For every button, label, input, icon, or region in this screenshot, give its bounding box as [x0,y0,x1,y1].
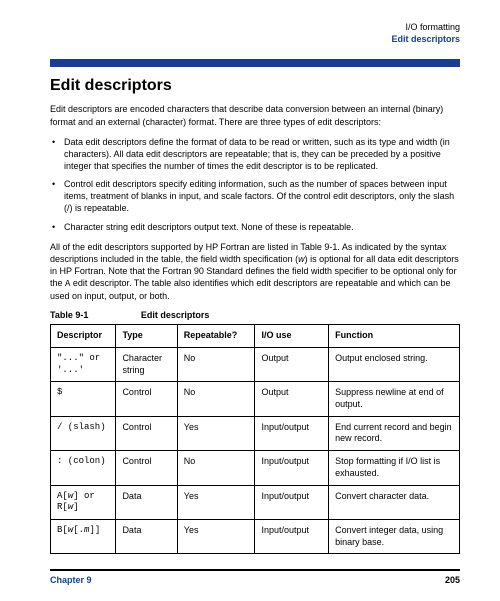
table-intro-paragraph: All of the edit descriptors supported by… [50,241,460,303]
cell-repeatable: Yes [177,485,255,519]
cell-repeatable: No [177,382,255,416]
cell-io: Output [255,382,329,416]
col-repeatable: Repeatable? [177,325,255,348]
table-row: B[w[.m]] Data Yes Input/output Convert i… [51,519,460,553]
cell-type: Character string [116,348,177,382]
cell-function: Output enclosed string. [329,348,460,382]
cell-io: Input/output [255,451,329,485]
cell-function: Convert character data. [329,485,460,519]
cell-io: Input/output [255,485,329,519]
table-row: / (slash) Control Yes Input/output End c… [51,416,460,450]
cell-type: Data [116,485,177,519]
footer-chapter: Chapter 9 [50,575,92,585]
cell-descriptor: A[w] or R[w] [51,485,116,519]
cell-function: Stop formatting if I/O list is exhausted… [329,451,460,485]
cell-io: Input/output [255,519,329,553]
cell-type: Data [116,519,177,553]
table-title: Edit descriptors [141,310,210,320]
section-divider-bar [50,59,460,67]
cell-descriptor: / (slash) [51,416,116,450]
table-caption: Table 9-1 Edit descriptors [50,310,460,320]
cell-io: Input/output [255,416,329,450]
cell-descriptor: "..." or '...' [51,348,116,382]
table-row: "..." or '...' Character string No Outpu… [51,348,460,382]
descriptor-type-list: Data edit descriptors define the format … [50,136,460,233]
cell-descriptor: : (colon) [51,451,116,485]
cell-descriptor: B[w[.m]] [51,519,116,553]
col-function: Function [329,325,460,348]
cell-type: Control [116,451,177,485]
intro-paragraph: Edit descriptors are encoded characters … [50,103,460,127]
header-topic: Edit descriptors [50,34,460,46]
col-type: Type [116,325,177,348]
cell-type: Control [116,382,177,416]
col-io-use: I/O use [255,325,329,348]
edit-descriptors-table: Descriptor Type Repeatable? I/O use Func… [50,324,460,554]
cell-function: End current record and begin new record. [329,416,460,450]
table-row: A[w] or R[w] Data Yes Input/output Conve… [51,485,460,519]
section-title: Edit descriptors [50,77,460,95]
table-row: $ Control No Output Suppress newline at … [51,382,460,416]
cell-function: Suppress newline at end of output. [329,382,460,416]
header-category: I/O formatting [50,22,460,34]
cell-repeatable: No [177,348,255,382]
cell-function: Convert integer data, using binary base. [329,519,460,553]
table-body: "..." or '...' Character string No Outpu… [51,348,460,554]
table-number: Table 9-1 [50,310,88,320]
cell-descriptor: $ [51,382,116,416]
intro-sentence-1: All of the edit descriptors supported by… [50,242,298,252]
table-row: : (colon) Control No Input/output Stop f… [51,451,460,485]
cell-type: Control [116,416,177,450]
page-footer: Chapter 9 205 [50,569,460,585]
cell-repeatable: Yes [177,519,255,553]
list-item: Control edit descriptors specify editing… [50,178,460,214]
table-header-row: Descriptor Type Repeatable? I/O use Func… [51,325,460,348]
cell-io: Output [255,348,329,382]
page-header: I/O formatting Edit descriptors [50,22,460,45]
col-descriptor: Descriptor [51,325,116,348]
footer-page-number: 205 [445,575,460,585]
list-item: Data edit descriptors define the format … [50,136,460,172]
list-item: Character string edit descriptors output… [50,221,460,233]
cell-repeatable: No [177,451,255,485]
cell-repeatable: Yes [177,416,255,450]
